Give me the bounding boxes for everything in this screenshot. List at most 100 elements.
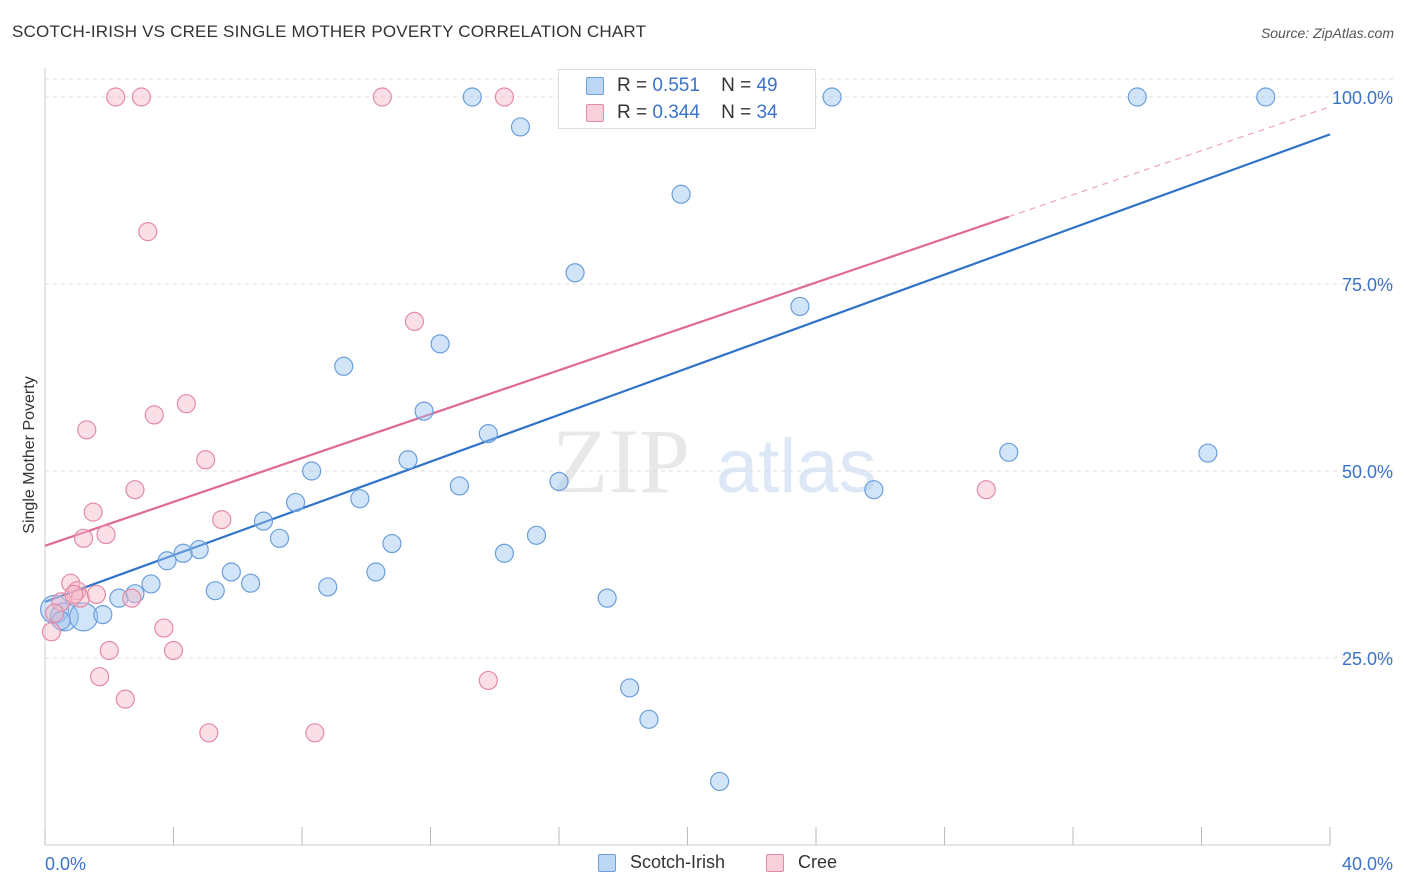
point-cree bbox=[77, 420, 97, 440]
point-scotch-irish bbox=[189, 539, 209, 560]
point-scotch-irish bbox=[382, 533, 402, 554]
point-scotch-irish bbox=[565, 263, 585, 283]
x-tick-label: 0.0% bbox=[45, 854, 86, 874]
point-scotch-irish bbox=[253, 511, 274, 531]
gridlines bbox=[45, 78, 1395, 659]
legend-n-value: 34 bbox=[756, 102, 778, 123]
point-scotch-irish bbox=[318, 577, 338, 597]
legend-n-label: N = bbox=[721, 75, 752, 96]
point-scotch-irish bbox=[864, 480, 884, 500]
axes bbox=[44, 68, 1331, 846]
x-tick-label: 40.0% bbox=[1342, 854, 1393, 874]
watermark: ZIP atlas bbox=[552, 410, 877, 512]
legend-n-label: N = bbox=[721, 102, 752, 123]
point-scotch-irish bbox=[494, 543, 514, 563]
point-cree bbox=[478, 670, 498, 691]
point-scotch-irish bbox=[597, 588, 617, 608]
point-scotch-irish bbox=[1127, 87, 1147, 107]
point-cree bbox=[196, 450, 216, 470]
point-scotch-irish bbox=[999, 442, 1019, 462]
point-scotch-irish bbox=[1256, 87, 1276, 107]
point-scotch-irish bbox=[510, 117, 531, 137]
point-cree bbox=[144, 405, 164, 425]
point-cree bbox=[45, 603, 65, 623]
point-scotch-irish bbox=[462, 87, 482, 107]
point-scotch-irish bbox=[620, 678, 640, 698]
legend-r-value: 0.551 bbox=[652, 75, 700, 96]
source-label: Source: ZipAtlas.com bbox=[1260, 25, 1394, 41]
point-scotch-irish bbox=[526, 525, 547, 545]
point-cree bbox=[122, 588, 142, 608]
point-cree bbox=[131, 87, 151, 107]
stats-legend: R = 0.551 N = 49 R = 0.344 N = 34 bbox=[558, 69, 816, 129]
point-cree bbox=[61, 573, 81, 593]
point-scotch-irish bbox=[430, 334, 450, 354]
point-cree bbox=[138, 222, 158, 242]
point-scotch-irish bbox=[366, 562, 386, 582]
point-cree bbox=[41, 622, 62, 642]
y-axis-title: Single Mother Poverty bbox=[21, 376, 38, 533]
point-cree bbox=[305, 723, 325, 743]
point-scotch-irish bbox=[173, 543, 193, 563]
point-cree bbox=[90, 667, 110, 687]
point-scotch-irish bbox=[790, 296, 810, 317]
point-scotch-irish bbox=[269, 528, 290, 548]
legend-n-value: 49 bbox=[756, 75, 778, 96]
y-tick-label: 75.0% bbox=[1342, 275, 1393, 295]
trend-extension-cree bbox=[1008, 106, 1331, 218]
legend-swatch-cree bbox=[586, 104, 604, 122]
point-cree bbox=[154, 618, 174, 638]
point-cree bbox=[372, 87, 392, 107]
legend-swatch-cree bbox=[766, 854, 784, 872]
trend-lines bbox=[44, 106, 1331, 603]
point-cree bbox=[176, 394, 196, 414]
y-tick-label: 50.0% bbox=[1342, 462, 1393, 482]
point-scotch-irish bbox=[710, 771, 730, 792]
point-cree bbox=[83, 502, 103, 522]
point-scotch-irish bbox=[350, 489, 370, 509]
point-scotch-irish bbox=[671, 184, 691, 204]
point-scotch-irish bbox=[302, 461, 322, 481]
y-tick-label: 25.0% bbox=[1342, 649, 1393, 669]
point-scotch-irish bbox=[93, 605, 113, 625]
chart-title: SCOTCH-IRISH VS CREE SINGLE MOTHER POVER… bbox=[12, 22, 647, 41]
point-cree bbox=[86, 584, 107, 605]
point-scotch-irish bbox=[157, 551, 177, 571]
watermark-atlas: atlas bbox=[716, 424, 877, 509]
point-cree bbox=[163, 640, 184, 661]
point-scotch-irish bbox=[334, 356, 354, 376]
point-scotch-irish bbox=[141, 574, 161, 594]
point-scotch-irish bbox=[414, 401, 434, 421]
legend-r-label: R = bbox=[617, 75, 648, 96]
point-cree bbox=[976, 480, 996, 500]
point-cree bbox=[99, 640, 119, 661]
point-scotch-irish bbox=[221, 562, 241, 582]
trend-line-cree bbox=[44, 215, 1010, 547]
point-scotch-irish bbox=[822, 87, 842, 107]
point-scotch-irish bbox=[549, 471, 569, 492]
y-tick-label: 100.0% bbox=[1332, 88, 1393, 108]
point-cree bbox=[212, 510, 232, 530]
point-scotch-irish bbox=[398, 450, 418, 470]
point-cree bbox=[125, 480, 145, 500]
axis-labels: 25.0% 50.0% 75.0% 100.0% 0.0% 40.0% Single Mot… bbox=[21, 88, 1393, 874]
legend-label-cree: Cree bbox=[798, 852, 838, 872]
watermark-zip: ZIP bbox=[552, 410, 690, 512]
legend-label-scotch-irish: Scotch-Irish bbox=[630, 852, 726, 872]
point-cree bbox=[115, 689, 135, 709]
point-scotch-irish bbox=[285, 492, 306, 513]
trend-line-scotch-irish bbox=[44, 133, 1331, 603]
point-cree bbox=[404, 311, 425, 331]
legend-swatch-scotch-irish bbox=[586, 77, 604, 95]
point-cree bbox=[96, 524, 116, 545]
point-scotch-irish bbox=[478, 424, 498, 444]
point-scotch-irish bbox=[639, 709, 659, 729]
legend-r-label: R = bbox=[617, 102, 648, 123]
point-cree bbox=[494, 87, 514, 107]
point-cree bbox=[64, 584, 84, 605]
point-cree bbox=[73, 528, 94, 548]
point-cree bbox=[106, 87, 126, 107]
point-scotch-irish bbox=[205, 581, 225, 601]
legend-swatch-scotch-irish bbox=[598, 854, 616, 872]
